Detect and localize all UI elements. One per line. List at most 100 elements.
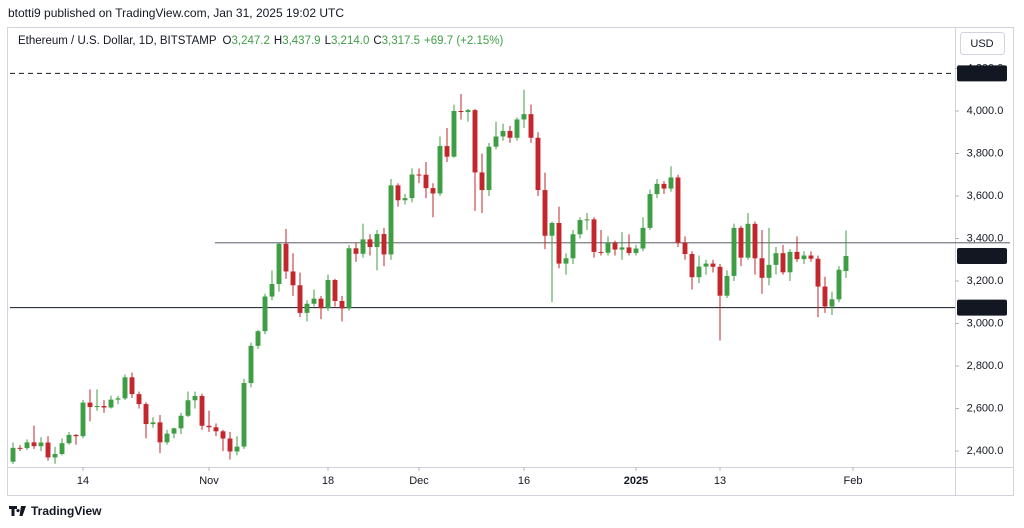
candle-body xyxy=(535,137,541,191)
candle-body xyxy=(262,296,268,332)
candle-body xyxy=(115,398,121,400)
candle-body xyxy=(45,442,51,458)
candle-body xyxy=(283,243,289,272)
legend-value: 3,317.5 xyxy=(382,35,420,47)
candle-body xyxy=(556,222,562,264)
candle-body xyxy=(654,183,660,195)
candle-body xyxy=(591,219,597,252)
y-tick-label: 3,600.0 xyxy=(967,190,1004,202)
candle-body xyxy=(325,279,331,309)
y-tick-label: 2,800.0 xyxy=(967,360,1004,372)
candle-body xyxy=(402,198,408,201)
candle-body xyxy=(584,219,590,221)
legend-key: H xyxy=(274,35,282,47)
level-label: 3,075.0 xyxy=(964,302,1001,314)
candle-body xyxy=(304,303,310,313)
candle-body xyxy=(542,190,548,236)
currency[interactable]: USD xyxy=(970,38,993,50)
candle-body xyxy=(192,396,198,401)
candle-body xyxy=(108,399,114,408)
x-tick-label: 2025 xyxy=(624,475,648,487)
candle-body xyxy=(486,146,492,191)
candle-body xyxy=(178,415,184,429)
candle-body xyxy=(710,263,716,267)
candle-body xyxy=(276,243,282,284)
candle-body xyxy=(185,400,191,416)
candle-body xyxy=(479,172,485,191)
candle-body xyxy=(80,402,86,437)
candle-body xyxy=(199,396,205,426)
candle-body xyxy=(332,279,338,301)
legend-value: 3,437.9 xyxy=(282,35,320,47)
candle-body xyxy=(822,286,828,307)
legend-change: +69.7 (+2.15%) xyxy=(424,35,503,47)
candle-body xyxy=(661,183,667,189)
legend-key: O xyxy=(223,35,232,47)
legend-key: L xyxy=(325,35,332,47)
candle-body xyxy=(717,266,723,296)
candle-body xyxy=(346,248,352,309)
candle-body xyxy=(66,434,72,444)
candle-body xyxy=(633,248,639,253)
candle-body xyxy=(381,234,387,255)
logo-icon xyxy=(9,506,26,516)
candle-body xyxy=(640,227,646,249)
candle-body xyxy=(507,130,513,138)
candle-body xyxy=(668,177,674,189)
candle-body xyxy=(220,431,226,439)
candle-body xyxy=(619,247,625,250)
candle-body xyxy=(570,234,576,259)
candle-body xyxy=(528,114,534,138)
candle-body xyxy=(738,227,744,258)
currency-button[interactable] xyxy=(960,32,1005,55)
candle-body xyxy=(612,242,618,250)
last-price-label: 3,317.5 xyxy=(964,250,1001,262)
candle-body xyxy=(73,434,79,437)
candle-body xyxy=(773,253,779,265)
symbol: Ethereum / U.S. Dollar, 1D, BITSTAMP xyxy=(18,35,217,47)
candle-body xyxy=(430,188,436,194)
candle-body xyxy=(171,428,177,434)
candle-body xyxy=(59,443,65,455)
candle-body xyxy=(367,239,373,248)
candle-body xyxy=(780,253,786,273)
candle-body xyxy=(206,425,212,428)
candle-body xyxy=(101,405,107,408)
candle-body xyxy=(24,442,30,449)
y-tick-label: 2,400.0 xyxy=(967,445,1004,457)
candle-body xyxy=(696,266,702,278)
candle-body xyxy=(241,383,247,447)
legend-value: 3,247.2 xyxy=(232,35,270,47)
candle-body xyxy=(52,454,58,458)
candle-body xyxy=(395,185,401,201)
publisher: btotti9 published on TradingView.com, Ja… xyxy=(8,6,344,20)
candle-body xyxy=(451,110,457,157)
candle-body xyxy=(311,298,317,304)
candle-body xyxy=(493,136,499,147)
candle-body xyxy=(290,271,296,286)
candle-body xyxy=(164,433,170,443)
candle-body xyxy=(766,264,772,278)
candle-body xyxy=(87,402,93,408)
y-tick-label: 4,000.0 xyxy=(967,105,1004,117)
chart-frame xyxy=(7,27,1014,496)
footer-logo: TradingView xyxy=(9,504,102,518)
candle-body xyxy=(122,377,128,399)
candle-body xyxy=(752,223,758,259)
candle-body xyxy=(815,258,821,287)
x-tick-label: 14 xyxy=(77,475,89,487)
candle-body xyxy=(374,234,380,248)
candle-body xyxy=(353,248,359,254)
candle-body xyxy=(157,422,163,443)
candle-body xyxy=(416,174,422,176)
legend-key: C xyxy=(373,35,381,47)
y-tick-label: 3,400.0 xyxy=(967,232,1004,244)
y-tick-label: 2,600.0 xyxy=(967,402,1004,414)
candle-body xyxy=(759,258,765,278)
candle-body xyxy=(143,404,149,425)
candle-body xyxy=(227,438,233,452)
level-label-box xyxy=(957,299,1007,316)
candle-body xyxy=(17,447,23,449)
last-price-box xyxy=(957,248,1007,265)
candle-body xyxy=(150,422,156,425)
